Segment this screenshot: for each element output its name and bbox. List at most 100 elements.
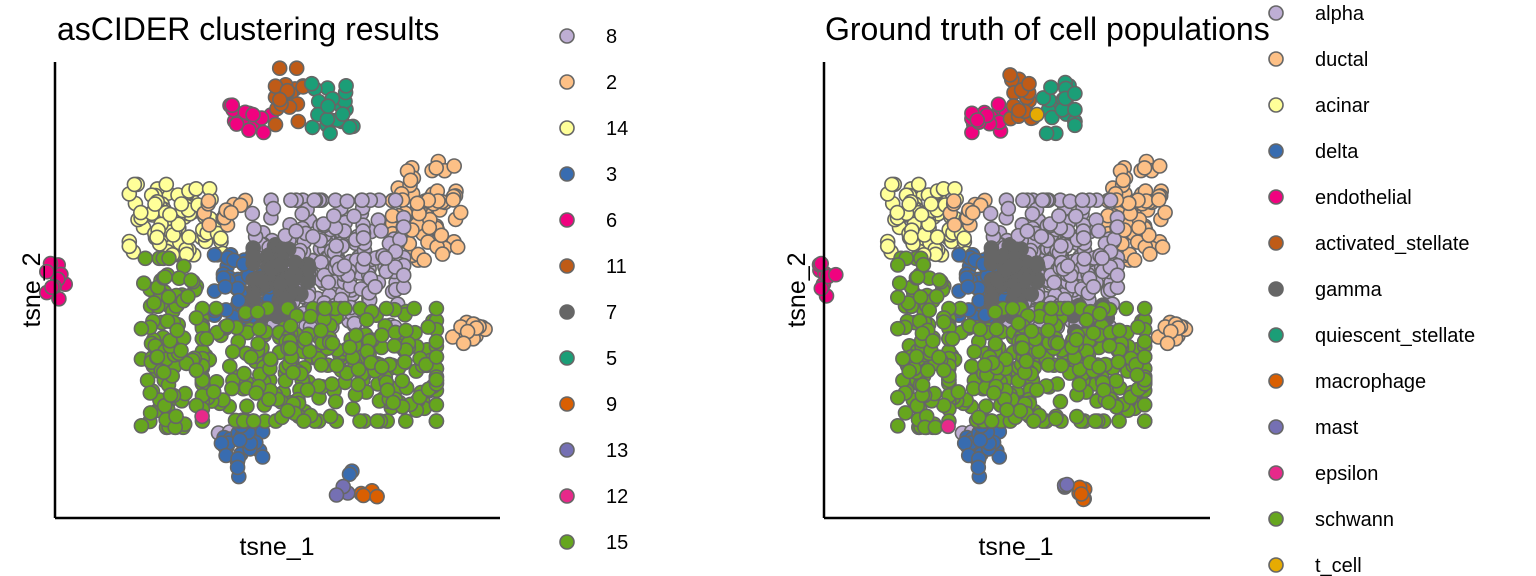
data-point [1067,101,1083,118]
data-point [1051,208,1067,224]
data-point [341,466,358,483]
panel-clustering: asCIDER clustering results tsne_1 tsne_2… [18,11,628,561]
data-point [982,205,999,222]
data-point [305,228,321,245]
data-point [903,229,919,246]
data-point [1141,227,1157,244]
data-point [969,112,986,128]
data-point [299,382,316,398]
data-point [889,417,906,434]
data-point [346,208,362,224]
data-point [1102,192,1119,208]
data-point [282,340,299,357]
data-point [827,266,844,283]
scatter-points [811,67,1194,508]
data-point [956,230,973,246]
data-point [901,196,918,212]
data-point [251,321,268,337]
data-point [254,449,271,465]
data-point [338,78,354,94]
data-point [1126,252,1143,268]
data-point [1002,67,1018,83]
data-point [1109,219,1126,235]
data-point [337,300,353,317]
data-point [1136,413,1153,429]
data-point [302,308,319,325]
data-point [889,204,906,221]
data-point [313,357,330,373]
data-point [1029,382,1045,398]
data-point [339,193,356,210]
data-point [1111,322,1128,339]
data-point [373,223,389,239]
data-point [285,272,302,289]
data-point [1040,322,1056,339]
data-point [1067,85,1083,102]
data-point [923,196,940,212]
data-point [402,172,419,189]
data-point [246,221,262,237]
data-point [205,384,222,400]
data-point [200,193,217,209]
data-point [297,330,314,347]
data-point [999,402,1015,418]
legend-key [1268,5,1284,21]
data-point [988,321,1005,337]
data-point [1023,323,1040,339]
data-point [915,256,932,273]
data-point [222,358,238,375]
data-point [428,413,445,429]
legend-label: ductal [1315,49,1368,71]
legend-label: 7 [606,302,617,324]
data-point [1012,402,1029,419]
legend-key [559,350,575,366]
data-point [334,106,351,122]
data-point [1159,335,1176,352]
data-point [136,275,152,292]
data-point [914,325,931,342]
data-point [356,250,373,267]
data-point [245,413,262,429]
data-point [295,413,312,429]
data-point [428,349,445,365]
data-point [315,216,332,232]
data-point [984,221,1000,237]
legend-key [1268,557,1284,573]
data-point [1068,208,1084,224]
data-point [986,385,1002,401]
legend-key [559,74,575,90]
data-point [170,216,187,233]
data-point [929,229,946,245]
data-point [449,239,466,255]
data-point [970,459,987,476]
data-point [223,204,239,221]
chart-title: asCIDER clustering results [57,11,439,47]
data-point [1019,223,1036,239]
legend-key [559,258,575,274]
data-point [283,192,299,208]
data-point [416,252,433,268]
data-point [964,204,981,221]
data-point [142,385,159,401]
legend-label: t_cell [1315,555,1362,576]
data-point [983,413,1000,429]
data-point [935,362,952,379]
legend-key [1268,419,1284,435]
data-point [395,267,412,284]
data-point [428,160,445,176]
data-point [935,314,952,330]
data-point [273,256,289,273]
data-point [168,408,184,425]
legend-key [559,488,575,504]
data-point [169,322,185,339]
data-point [267,116,284,133]
data-point [230,292,247,309]
data-point [409,195,426,212]
data-point [976,357,993,374]
data-point [271,91,288,108]
data-point [139,372,156,389]
data-point [1067,117,1083,134]
data-point [1035,90,1052,106]
data-point [162,387,179,403]
data-point [990,271,1006,288]
